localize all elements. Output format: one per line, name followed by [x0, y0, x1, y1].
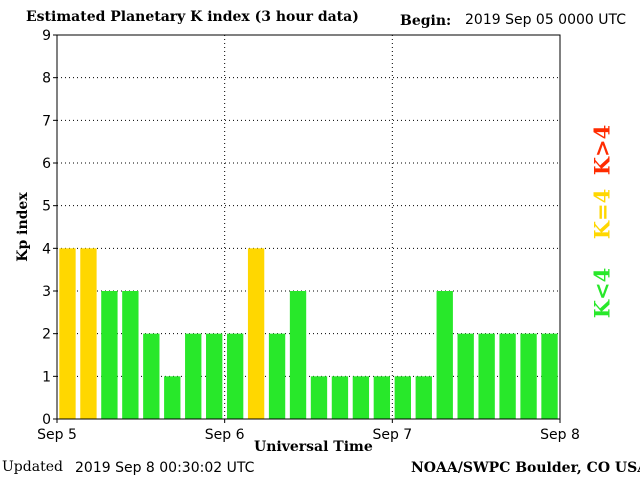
x-tick-label: Sep 5: [37, 427, 77, 443]
kp-bar: [164, 376, 181, 419]
y-tick-label: 1: [42, 369, 51, 385]
updated-value: 2019 Sep 8 00:30:02 UTC: [75, 460, 255, 476]
y-tick-label: 0: [42, 412, 51, 428]
kp-bar: [499, 333, 516, 419]
kp-bar: [373, 376, 391, 419]
x-tick-label: Sep 8: [540, 427, 580, 443]
kp-bar: [520, 333, 537, 419]
kp-bar: [394, 376, 411, 419]
chart-title: Estimated Planetary K index (3 hour data…: [26, 9, 359, 25]
kp-bar: [415, 376, 432, 419]
y-tick-label: 2: [42, 327, 51, 343]
kp-bar: [478, 333, 495, 419]
kp-bar: [101, 291, 118, 419]
y-tick-label: 3: [42, 284, 51, 300]
kp-bar: [541, 333, 558, 419]
kp-bar: [457, 333, 474, 419]
kp-bar: [268, 333, 286, 419]
kp-bar: [226, 333, 244, 419]
credit-text: NOAA/SWPC Boulder, CO USA: [411, 460, 640, 476]
x-tick-label: Sep 6: [205, 427, 245, 443]
y-axis-label: Kp index: [15, 192, 31, 262]
x-axis-label: Universal Time: [254, 439, 373, 455]
kp-bar: [331, 376, 349, 419]
begin-label: Begin:: [400, 13, 452, 29]
y-tick-label: 8: [42, 71, 51, 87]
kp-bar: [206, 333, 223, 419]
kp-bar: [122, 291, 139, 419]
kp-bar: [59, 248, 76, 419]
y-tick-label: 9: [42, 28, 51, 44]
kp-bar: [352, 376, 370, 419]
kp-bar: [247, 248, 265, 419]
updated-label: Updated: [2, 459, 63, 475]
plot-frame: [56, 34, 561, 420]
legend-k-equal-4: K=4: [589, 188, 615, 240]
kp-bar: [310, 376, 328, 419]
legend-k-above-4: K>4: [589, 124, 615, 176]
kp-bar: [143, 333, 160, 419]
legend-k-below-4: K<4: [589, 267, 615, 319]
y-tick-label: 5: [42, 199, 51, 215]
y-tick-label: 6: [42, 156, 51, 172]
kp-bar: [436, 291, 453, 419]
begin-value: 2019 Sep 05 0000 UTC: [465, 12, 627, 28]
bar-series: [59, 248, 558, 419]
kp-bar: [80, 248, 97, 419]
x-tick-label: Sep 7: [372, 427, 412, 443]
kp-bar: [185, 333, 202, 419]
grid-lines: [57, 35, 560, 419]
y-tick-label: 7: [42, 113, 51, 129]
y-tick-label: 4: [42, 241, 51, 257]
axis-ticks: 0 1 2 3 4 5 6 7 8 9 Sep 5 Sep 6 Sep 7 Sep 8: [37, 28, 580, 443]
kp-bar: [289, 291, 307, 419]
